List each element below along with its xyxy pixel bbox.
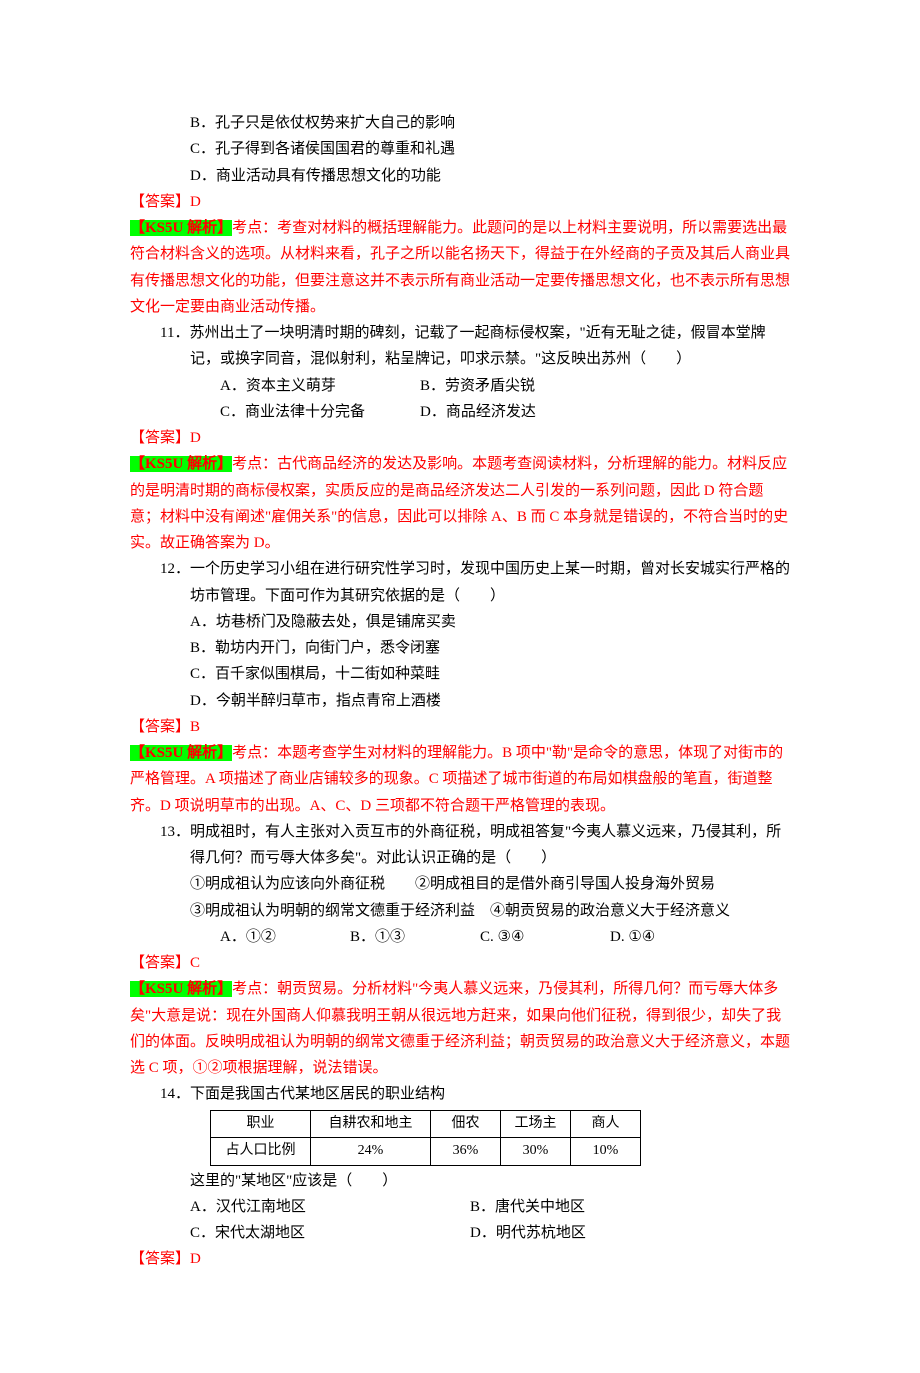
- question-14-options-row1: A．汉代江南地区B．唐代关中地区: [130, 1194, 790, 1220]
- question-11-option-a: A．资本主义萌芽: [220, 373, 420, 399]
- question-10-option-c: C．孔子得到各诸侯国国君的尊重和礼遇: [130, 136, 790, 162]
- table-cell: 30%: [501, 1138, 571, 1166]
- question-12-option-b: B．勒坊内开门，向街门户，悉令闭塞: [130, 635, 790, 661]
- table-data-row: 占人口比例 24% 36% 30% 10%: [211, 1138, 641, 1166]
- question-11-answer: 【答案】D: [130, 425, 790, 451]
- question-10-option-b: B．孔子只是依仗权势来扩大自己的影响: [130, 110, 790, 136]
- table-cell: 24%: [311, 1138, 431, 1166]
- question-11-option-c: C．商业法律十分完备: [220, 399, 420, 425]
- question-13-option-d: D. ①④: [610, 924, 655, 950]
- question-12-analysis: 【KS5U 解析】考点：本题考查学生对材料的理解能力。B 项中"勒"是命令的意思…: [130, 740, 790, 819]
- table-cell: 10%: [571, 1138, 641, 1166]
- question-12-answer: 【答案】B: [130, 714, 790, 740]
- analysis-label: 【KS5U 解析】: [130, 220, 232, 236]
- question-14-answer: 【答案】D: [130, 1246, 790, 1272]
- question-13-stem: 13．明成祖时，有人主张对入贡互市的外商征税，明成祖答复"今夷人慕义远来，乃侵其…: [130, 819, 790, 872]
- question-12-option-a: A．坊巷桥门及隐蔽去处，俱是铺席买卖: [130, 609, 790, 635]
- question-10-option-d: D．商业活动具有传播思想文化的功能: [130, 163, 790, 189]
- table-cell: 商人: [571, 1110, 641, 1138]
- question-11-options-row1: A．资本主义萌芽B．劳资矛盾尖锐: [130, 373, 790, 399]
- question-14-options-row2: C．宋代太湖地区D．明代苏杭地区: [130, 1220, 790, 1246]
- question-13-sub1: ①明成祖认为应该向外商征税 ②明成祖目的是借外商引导国人投身海外贸易: [130, 871, 790, 897]
- table-cell: 自耕农和地主: [311, 1110, 431, 1138]
- question-14-option-c: C．宋代太湖地区: [190, 1220, 470, 1246]
- question-13-analysis: 【KS5U 解析】考点：朝贡贸易。分析材料"今夷人慕义远来，乃侵其利，所得几何？…: [130, 976, 790, 1081]
- question-14-option-b: B．唐代关中地区: [470, 1199, 585, 1215]
- table-cell: 职业: [211, 1110, 311, 1138]
- table-cell: 佃农: [431, 1110, 501, 1138]
- question-14-option-d: D．明代苏杭地区: [470, 1225, 586, 1241]
- question-13-sub2: ③明成祖认为明朝的纲常文德重于经济利益 ④朝贡贸易的政治意义大于经济意义: [130, 898, 790, 924]
- question-11-stem: 11．苏州出土了一块明清时期的碑刻，记载了一起商标侵权案，"近有无耻之徒，假冒本…: [130, 320, 790, 373]
- question-14-sub: 这里的"某地区"应该是（ ）: [130, 1168, 790, 1194]
- question-14-option-a: A．汉代江南地区: [190, 1194, 470, 1220]
- question-13-option-c: C. ③④: [480, 924, 610, 950]
- question-14-table: 职业 自耕农和地主 佃农 工场主 商人 占人口比例 24% 36% 30% 10…: [210, 1110, 641, 1166]
- question-10-analysis: 【KS5U 解析】考点：考查对材料的概括理解能力。此题问的是以上材料主要说明，所…: [130, 215, 790, 320]
- table-header-row: 职业 自耕农和地主 佃农 工场主 商人: [211, 1110, 641, 1138]
- question-12-option-c: C．百千家似围棋局，十二街如种菜畦: [130, 661, 790, 687]
- question-11-option-d: D．商品经济发达: [420, 399, 536, 425]
- question-13-options: A．①②B．①③C. ③④D. ①④: [130, 924, 790, 950]
- question-14-stem: 14．下面是我国古代某地区居民的职业结构: [130, 1081, 790, 1107]
- analysis-label: 【KS5U 解析】: [130, 981, 232, 997]
- question-12-option-d: D．今朝半醉归草市，指点青帘上酒楼: [130, 688, 790, 714]
- question-11-option-b: B．劳资矛盾尖锐: [420, 373, 535, 399]
- question-13-option-b: B．①③: [350, 924, 480, 950]
- question-11-analysis: 【KS5U 解析】考点：古代商品经济的发达及影响。本题考查阅读材料，分析理解的能…: [130, 451, 790, 556]
- table-cell: 工场主: [501, 1110, 571, 1138]
- analysis-label: 【KS5U 解析】: [130, 456, 232, 472]
- question-13-option-a: A．①②: [220, 924, 350, 950]
- question-13-answer: 【答案】C: [130, 950, 790, 976]
- question-11-options-row2: C．商业法律十分完备D．商品经济发达: [130, 399, 790, 425]
- question-10-answer: 【答案】D: [130, 189, 790, 215]
- table-cell: 36%: [431, 1138, 501, 1166]
- question-12-stem: 12．一个历史学习小组在进行研究性学习时，发现中国历史上某一时期，曾对长安城实行…: [130, 556, 790, 609]
- table-cell: 占人口比例: [211, 1138, 311, 1166]
- analysis-label: 【KS5U 解析】: [130, 745, 232, 761]
